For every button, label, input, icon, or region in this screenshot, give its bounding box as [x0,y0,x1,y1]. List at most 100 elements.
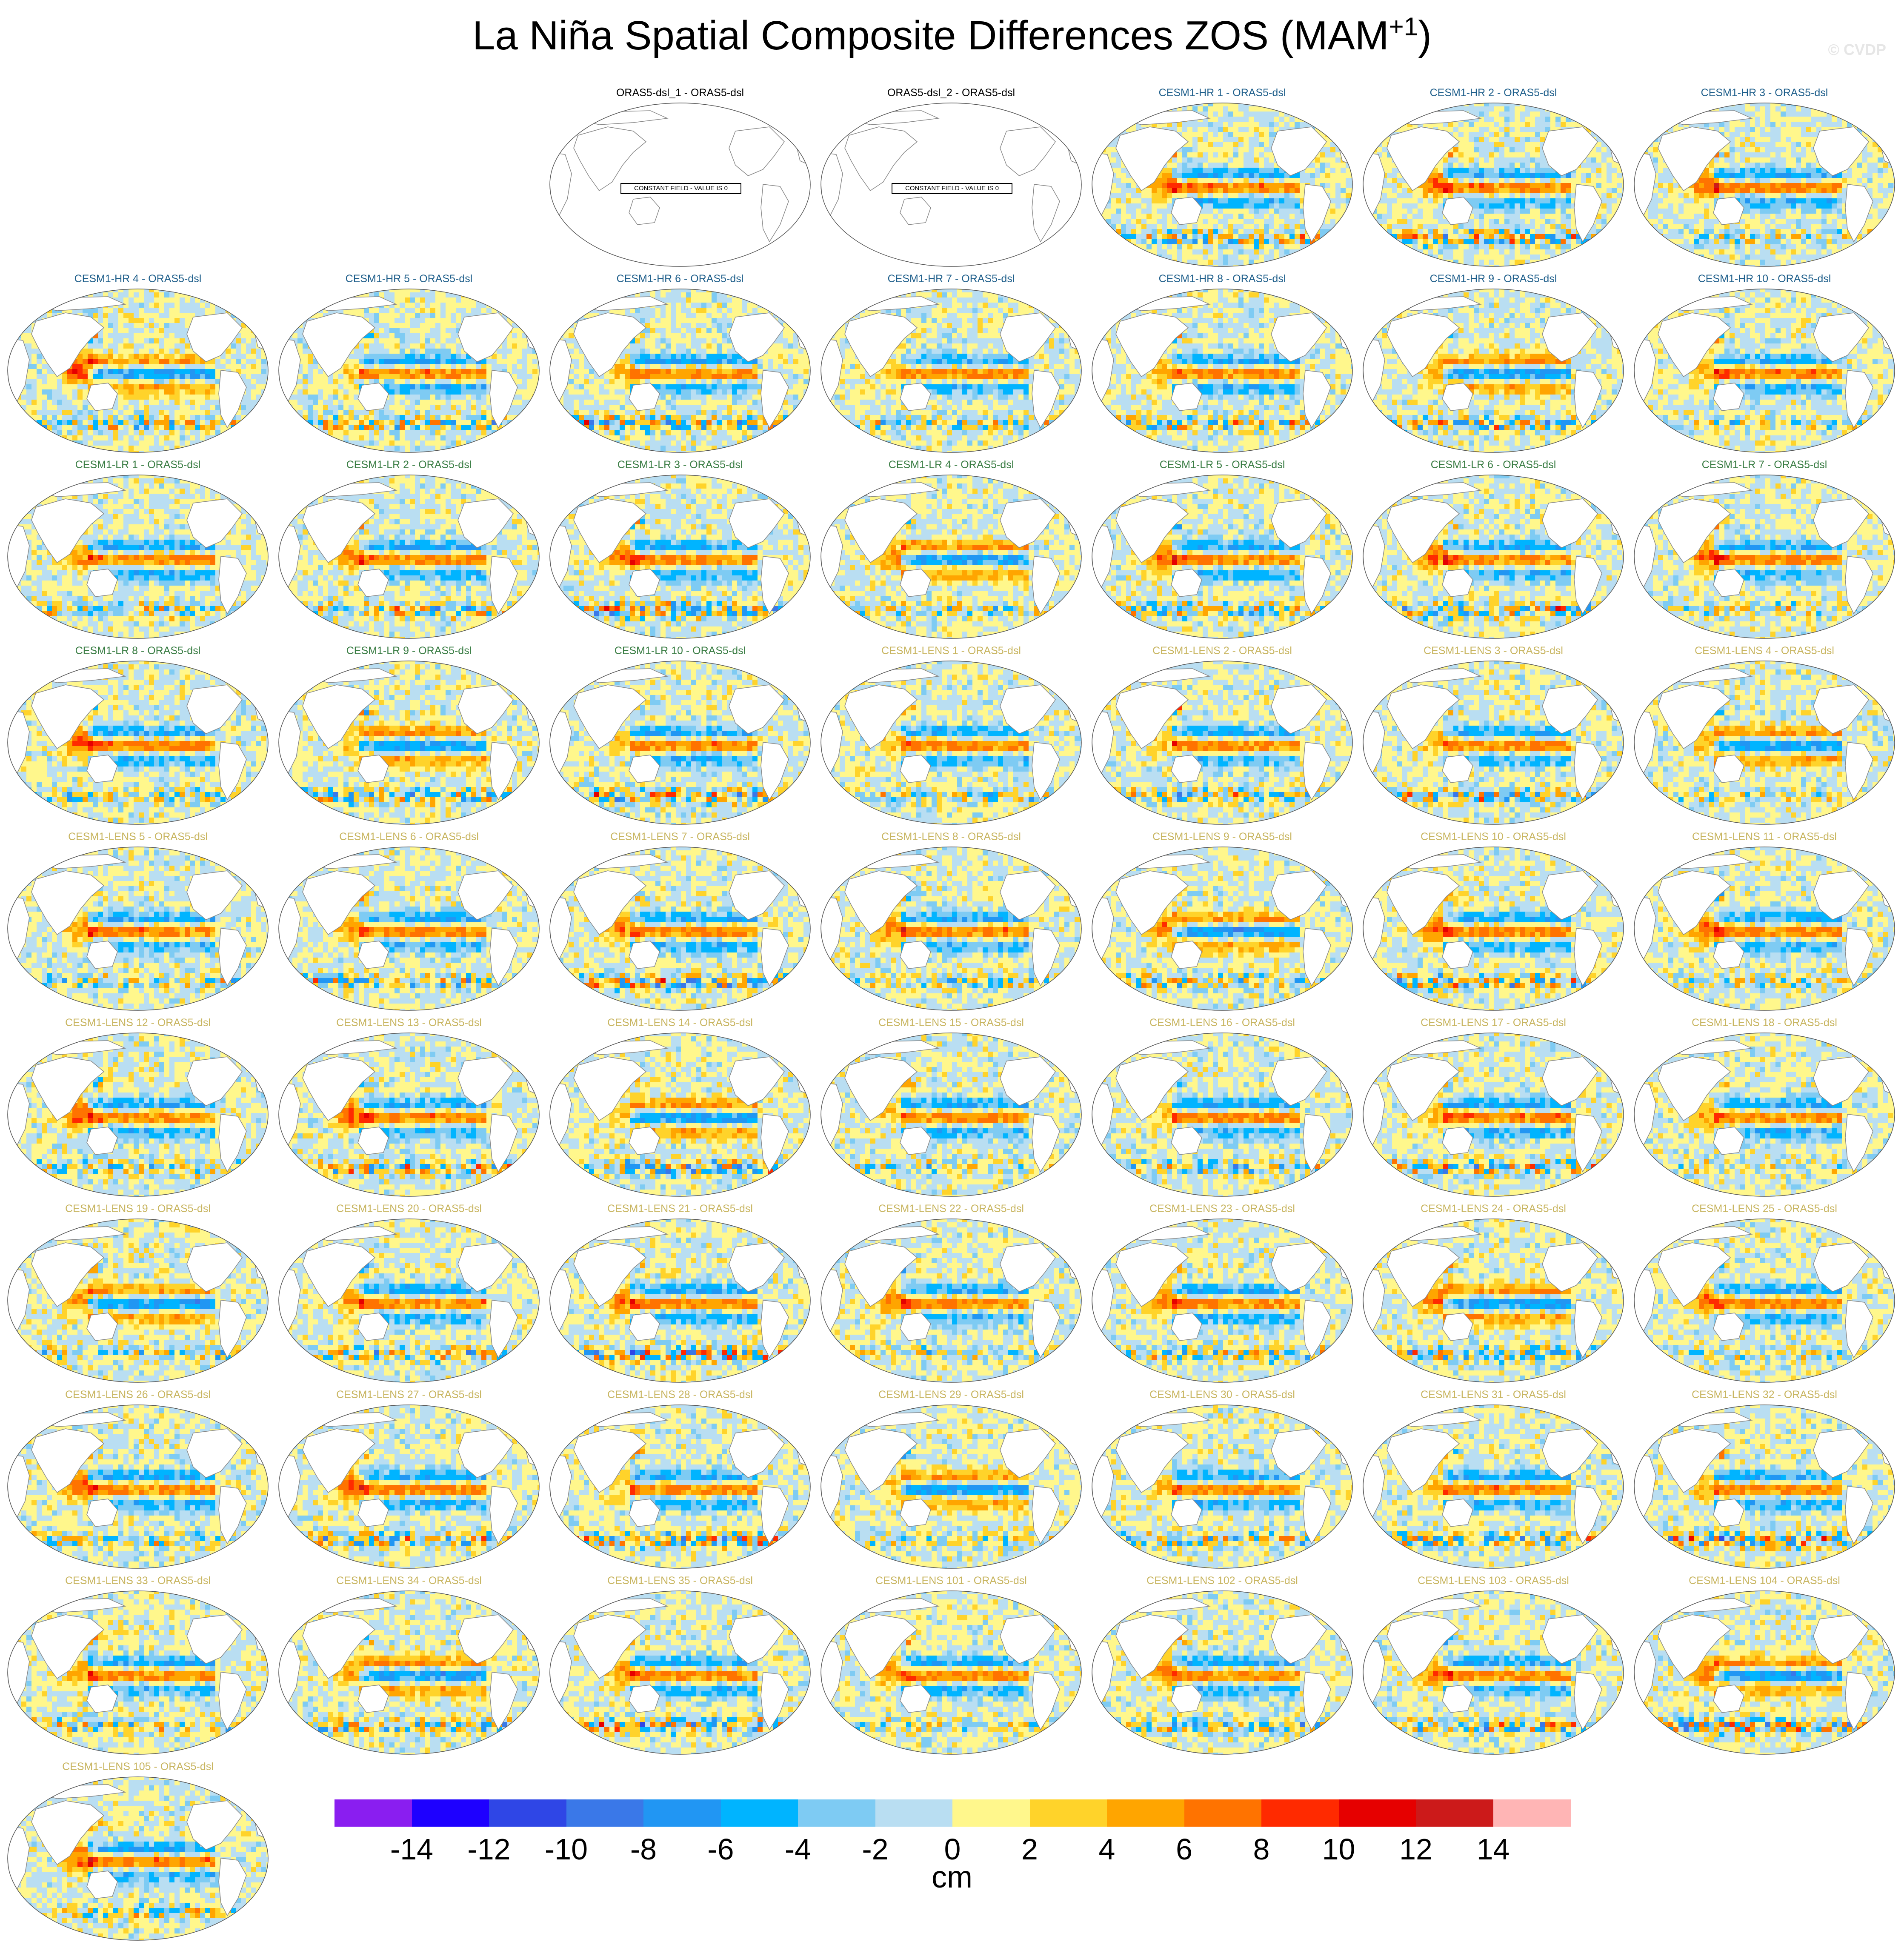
map-plot [548,659,812,826]
panel-title: CESM1-LENS 26 - ORAS5-dsl [6,1389,270,1401]
colorbar [334,1799,1570,1827]
map-panel: CESM1-HR 3 - ORAS5-dsl [1632,85,1896,268]
map-plot [277,1403,541,1570]
panel-title: CESM1-LENS 15 - ORAS5-dsl [819,1017,1083,1029]
panel-title: CESM1-LENS 4 - ORAS5-dsl [1632,645,1896,657]
panel-title: CESM1-LENS 32 - ORAS5-dsl [1632,1389,1896,1401]
panel-title: CESM1-LENS 35 - ORAS5-dsl [548,1575,812,1587]
colorbar-swatch [721,1799,798,1827]
map-panel: CESM1-LENS 2 - ORAS5-dsl [1090,643,1354,826]
map-panel: CESM1-LR 1 - ORAS5-dsl [6,457,270,640]
map-plot [1090,659,1354,826]
panel-title: CESM1-LENS 9 - ORAS5-dsl [1090,831,1354,843]
map-panel: CESM1-HR 8 - ORAS5-dsl [1090,271,1354,454]
map-plot [819,1589,1083,1756]
map-panel: CESM1-LR 4 - ORAS5-dsl [819,457,1083,640]
map-plot [1361,473,1625,640]
map-panel: CESM1-HR 7 - ORAS5-dsl [819,271,1083,454]
map-plot [548,845,812,1012]
panel-title: CESM1-LENS 34 - ORAS5-dsl [277,1575,541,1587]
colorbar-swatch [875,1799,953,1827]
panel-title: CESM1-LR 10 - ORAS5-dsl [548,645,812,657]
panel-title: CESM1-LENS 11 - ORAS5-dsl [1632,831,1896,843]
panel-title: CESM1-LENS 17 - ORAS5-dsl [1361,1017,1625,1029]
map-panel: ORAS5-dsl_1 - ORAS5-dsl CONSTANT FIELD - … [548,85,812,268]
map-plot [1632,659,1896,826]
map-panel: CESM1-LENS 33 - ORAS5-dsl [6,1573,270,1756]
panel-title: CESM1-HR 3 - ORAS5-dsl [1632,87,1896,99]
panel-title: CESM1-HR 9 - ORAS5-dsl [1361,273,1625,285]
map-plot [6,287,270,454]
panel-title: CESM1-LR 2 - ORAS5-dsl [277,459,541,471]
colorbar-tick-label: -14 [390,1832,433,1866]
colorbar-tick-label: 10 [1322,1832,1355,1866]
map-plot [1090,473,1354,640]
map-panel: CESM1-LENS 6 - ORAS5-dsl [277,829,541,1012]
map-plot [1632,101,1896,268]
map-panel: CESM1-LR 7 - ORAS5-dsl [1632,457,1896,640]
map-panel: CESM1-LENS 32 - ORAS5-dsl [1632,1387,1896,1570]
panel-title: CESM1-LENS 102 - ORAS5-dsl [1090,1575,1354,1587]
map-panel: CESM1-HR 1 - ORAS5-dsl [1090,85,1354,268]
panel-title: CESM1-HR 8 - ORAS5-dsl [1090,273,1354,285]
map-plot [1632,473,1896,640]
colorbar-tick-label: 8 [1253,1832,1270,1866]
panel-title: CESM1-LENS 23 - ORAS5-dsl [1090,1203,1354,1215]
panel-title: CESM1-LENS 28 - ORAS5-dsl [548,1389,812,1401]
map-plot [1090,101,1354,268]
map-plot [819,1403,1083,1570]
map-plot [1090,1403,1354,1570]
map-panel: CESM1-LENS 21 - ORAS5-dsl [548,1201,812,1384]
map-plot [819,1031,1083,1198]
panel-title: CESM1-LENS 30 - ORAS5-dsl [1090,1389,1354,1401]
map-panel: CESM1-LENS 24 - ORAS5-dsl [1361,1201,1625,1384]
colorbar-swatch [489,1799,566,1827]
colorbar-tick-label: 14 [1477,1832,1510,1866]
map-panel: CESM1-HR 6 - ORAS5-dsl [548,271,812,454]
map-plot [277,1031,541,1198]
panel-title: CESM1-LENS 101 - ORAS5-dsl [819,1575,1083,1587]
panel-title: CESM1-LENS 21 - ORAS5-dsl [548,1203,812,1215]
map-plot [1632,1589,1896,1756]
panel-title: ORAS5-dsl_1 - ORAS5-dsl [548,87,812,99]
map-plot [277,659,541,826]
map-panel: CESM1-LENS 29 - ORAS5-dsl [819,1387,1083,1570]
map-panel: CESM1-LENS 34 - ORAS5-dsl [277,1573,541,1756]
colorbar-swatch [643,1799,721,1827]
map-panel: CESM1-HR 4 - ORAS5-dsl [6,271,270,454]
map-panel: CESM1-LENS 8 - ORAS5-dsl [819,829,1083,1012]
colorbar-swatch [1493,1799,1571,1827]
panel-title: CESM1-LENS 105 - ORAS5-dsl [6,1761,270,1773]
constant-field-label: CONSTANT FIELD - VALUE IS 0 [892,183,1012,194]
colorbar-tick-label: 6 [1176,1832,1192,1866]
map-panel: CESM1-LENS 30 - ORAS5-dsl [1090,1387,1354,1570]
map-plot [1361,1403,1625,1570]
map-plot [1361,659,1625,826]
map-plot [1632,1031,1896,1198]
map-plot [1090,1589,1354,1756]
constant-field-label: CONSTANT FIELD - VALUE IS 0 [620,183,741,194]
panel-title: CESM1-LR 1 - ORAS5-dsl [6,459,270,471]
map-plot [277,1589,541,1756]
map-panel: CESM1-LR 6 - ORAS5-dsl [1361,457,1625,640]
panel-title: CESM1-LENS 103 - ORAS5-dsl [1361,1575,1625,1587]
map-plot [6,1775,270,1942]
map-plot [1361,287,1625,454]
panel-title: CESM1-LR 9 - ORAS5-dsl [277,645,541,657]
map-panel: CESM1-LR 2 - ORAS5-dsl [277,457,541,640]
colorbar-tick-label: -8 [630,1832,657,1866]
map-panel: CESM1-LENS 17 - ORAS5-dsl [1361,1015,1625,1198]
map-plot [6,1031,270,1198]
map-plot [548,1403,812,1570]
map-panel: CESM1-LENS 26 - ORAS5-dsl [6,1387,270,1570]
panel-title: CESM1-LENS 31 - ORAS5-dsl [1361,1389,1625,1401]
colorbar-tick-label: -6 [707,1832,734,1866]
map-plot [6,1217,270,1384]
map-panel: CESM1-LENS 18 - ORAS5-dsl [1632,1015,1896,1198]
map-panel: CESM1-LENS 102 - ORAS5-dsl [1090,1573,1354,1756]
map-panel: CESM1-LENS 105 - ORAS5-dsl [6,1759,270,1942]
map-plot [1361,1589,1625,1756]
panel-title: CESM1-HR 10 - ORAS5-dsl [1632,273,1896,285]
map-panel: CESM1-LENS 16 - ORAS5-dsl [1090,1015,1354,1198]
map-panel: CESM1-LENS 5 - ORAS5-dsl [6,829,270,1012]
